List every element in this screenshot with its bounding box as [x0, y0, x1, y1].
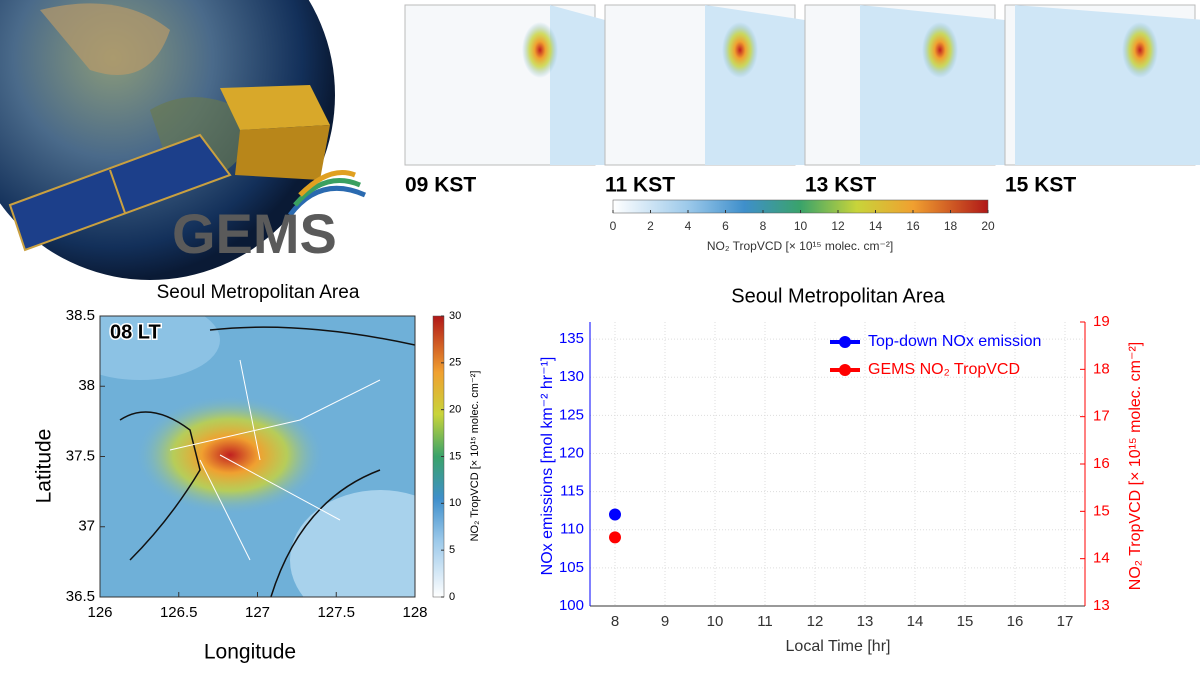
panel-label: 15 KST: [1005, 174, 1076, 197]
x-tick-label: 8: [611, 613, 619, 630]
legend-marker: [839, 336, 851, 348]
panel-label: 13 KST: [805, 174, 876, 197]
colorbar-tick-label: 10: [794, 219, 808, 233]
map-hotspot: [522, 22, 558, 78]
x-tick-label: 15: [957, 613, 974, 630]
y2-tick-label: 14: [1093, 550, 1110, 567]
colorbar-tick-label: 2: [647, 219, 654, 233]
colorbar-tick-label: 15: [449, 450, 461, 462]
map-swath: [705, 5, 805, 165]
seoul-map: Seoul Metropolitan Area 08 LT 126 126.5 127 1…: [33, 282, 481, 664]
data-point: [609, 531, 621, 544]
colorbar-tick-label: 6: [722, 219, 729, 233]
colorbar-tick-label: 18: [944, 219, 958, 233]
y-tick-label: 110: [560, 521, 584, 538]
y2-tick-label: 16: [1093, 455, 1110, 472]
map-swath: [860, 5, 1005, 165]
y-tick-label: 100: [559, 597, 584, 614]
map-hotspot: [722, 22, 758, 78]
y-tick-label: 37: [78, 518, 95, 535]
colorbar-tick-label: 10: [449, 497, 461, 509]
x-tick-label: 127.5: [317, 604, 355, 621]
map-hotspot: [1122, 22, 1158, 78]
y-axis-label: NOx emissions [mol km⁻² hr⁻¹]: [539, 357, 556, 576]
colorbar-tick-label: 16: [906, 219, 920, 233]
y2-tick-label: 17: [1093, 408, 1110, 425]
panel-label: 11 KST: [605, 174, 675, 197]
x-tick-label: 128: [402, 604, 427, 621]
x-tick-label: 126: [87, 604, 112, 621]
colorbar-tick-label: 25: [449, 357, 461, 369]
globe-land: [40, 3, 170, 75]
colorbar-tick-label: 0: [610, 219, 617, 233]
x-axis-label: Longitude: [204, 641, 296, 664]
gems-swoosh: [288, 170, 367, 217]
y-tick-label: 120: [559, 444, 584, 461]
colorbar-tick-label: 30: [449, 310, 461, 322]
y-tick-label: 105: [559, 559, 584, 576]
y-tick-label: 36.5: [66, 588, 95, 605]
overview-maps: 09 KST 11 KST 13 KST 15 KST 0 2 4 6 8 10 12 14 16 18 2…: [404, 4, 1200, 253]
y-tick-label: 38: [78, 377, 95, 394]
colorbar-tick-label: 20: [449, 404, 461, 416]
chart-title: Seoul Metropolitan Area: [731, 285, 945, 307]
x-tick-label: 127: [245, 604, 270, 621]
map-hotspot: [922, 22, 958, 78]
colorbar-tick-label: 20: [981, 219, 995, 233]
colorbar-label: NO₂ TropVCD [× 10¹⁵ molec. cm⁻²]: [707, 239, 893, 253]
y2-tick-label: 18: [1093, 360, 1110, 377]
legend-label: GEMS NO₂ TropVCD: [868, 361, 1020, 378]
y-tick-label: 115: [560, 483, 584, 500]
map-swath: [550, 5, 605, 165]
coastline: [119, 326, 415, 597]
legend-marker: [839, 364, 851, 376]
map-field-low: [100, 316, 220, 380]
y-tick-label: 125: [559, 406, 584, 423]
x-tick-label: 11: [757, 613, 773, 630]
y-tick-label: 135: [559, 330, 584, 347]
y2-tick-label: 19: [1093, 313, 1110, 330]
map-image: [100, 316, 415, 597]
x-tick-label: 14: [907, 613, 924, 630]
x-tick-label: 17: [1057, 613, 1074, 630]
x-tick-label: 10: [707, 613, 724, 630]
colorbar-tick-label: 5: [449, 544, 455, 556]
colorbar-tick-label: 14: [869, 219, 883, 233]
roads: [169, 359, 381, 561]
y-axis-label: Latitude: [33, 429, 56, 504]
colorbar-label: NO₂ TropVCD [× 10¹⁵ molec. cm⁻²]: [469, 371, 481, 542]
y2-tick-label: 15: [1093, 502, 1110, 519]
map-swath: [1015, 5, 1200, 165]
map-field-low: [290, 490, 415, 597]
y-tick-label: 37.5: [66, 447, 95, 464]
x-tick-label: 126.5: [160, 604, 198, 621]
x-tick-label: 16: [1007, 613, 1024, 630]
colorbar-tick-label: 8: [760, 219, 767, 233]
panel-label: 09 KST: [405, 174, 476, 197]
data-point: [609, 508, 621, 521]
satellite: [8, 85, 330, 252]
y2-tick-label: 13: [1093, 597, 1110, 614]
chart: Seoul Metropolitan Area 8 9 10 11 12 13 14 15 16 1…: [539, 285, 1144, 655]
colorbar-tick-label: 12: [831, 219, 845, 233]
colorbar-tick-label: 0: [449, 591, 455, 603]
time-label: 08 LT: [110, 321, 161, 343]
map-title: Seoul Metropolitan Area: [157, 282, 360, 303]
x-tick-label: 9: [661, 613, 669, 630]
colorbar-tick-label: 4: [685, 219, 692, 233]
x-tick-label: 13: [857, 613, 874, 630]
y-tick-label: 38.5: [66, 307, 95, 324]
x-axis-label: Local Time [hr]: [786, 638, 891, 655]
y-tick-label: 130: [559, 368, 584, 385]
x-tick-label: 12: [807, 613, 824, 630]
legend-label: Top-down NOx emission: [868, 333, 1041, 350]
logo: GEMS: [172, 202, 337, 265]
y2-axis-label: NO₂ TropVCD [× 10¹⁵ molec. cm⁻²]: [1127, 342, 1144, 590]
